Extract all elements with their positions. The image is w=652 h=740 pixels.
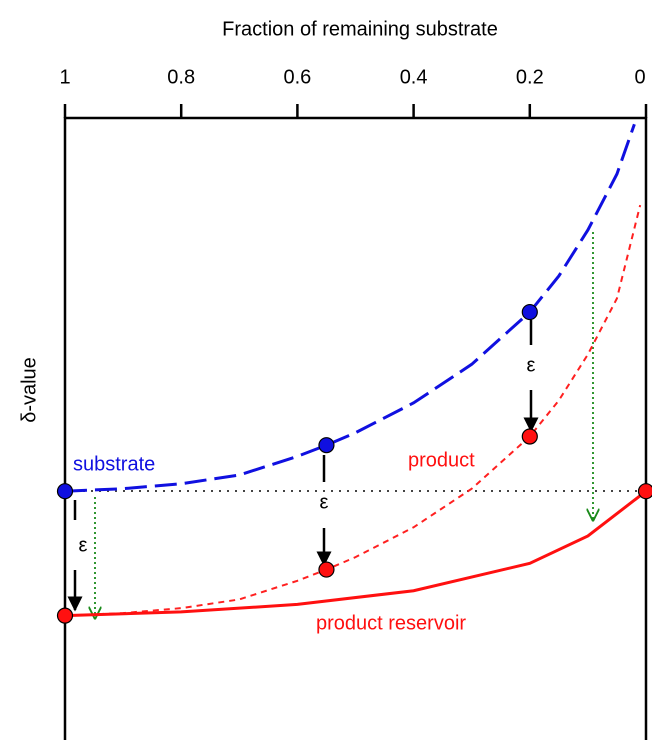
- x-tick-label: 0.2: [516, 66, 544, 88]
- series-label: product: [408, 449, 475, 471]
- x-tick-label: 0.8: [167, 66, 195, 88]
- series-line: [64, 204, 642, 617]
- x-axis-title: Fraction of remaining substrate: [222, 18, 498, 40]
- x-tick-label: 0.6: [283, 66, 311, 88]
- data-point: [318, 561, 335, 578]
- x-tick-label: 0.4: [400, 66, 428, 88]
- series-line: [64, 490, 647, 618]
- series-line: [64, 123, 636, 493]
- series-label: product reservoir: [316, 612, 466, 634]
- x-tick-label: 1: [59, 66, 70, 88]
- x-tick-label: 0: [634, 66, 645, 88]
- y-axis-title: δ-value: [18, 357, 40, 423]
- epsilon-arrows: [67, 320, 539, 612]
- data-point: [521, 428, 538, 445]
- data-point: [637, 483, 652, 500]
- epsilon-label: ε: [79, 534, 88, 556]
- data-point: [318, 437, 335, 454]
- series-label: substrate: [73, 453, 155, 475]
- data-point: [56, 607, 74, 624]
- epsilon-label: ε: [320, 491, 329, 513]
- epsilon-label: ε: [527, 354, 536, 376]
- data-point: [56, 483, 74, 500]
- data-point: [521, 303, 538, 321]
